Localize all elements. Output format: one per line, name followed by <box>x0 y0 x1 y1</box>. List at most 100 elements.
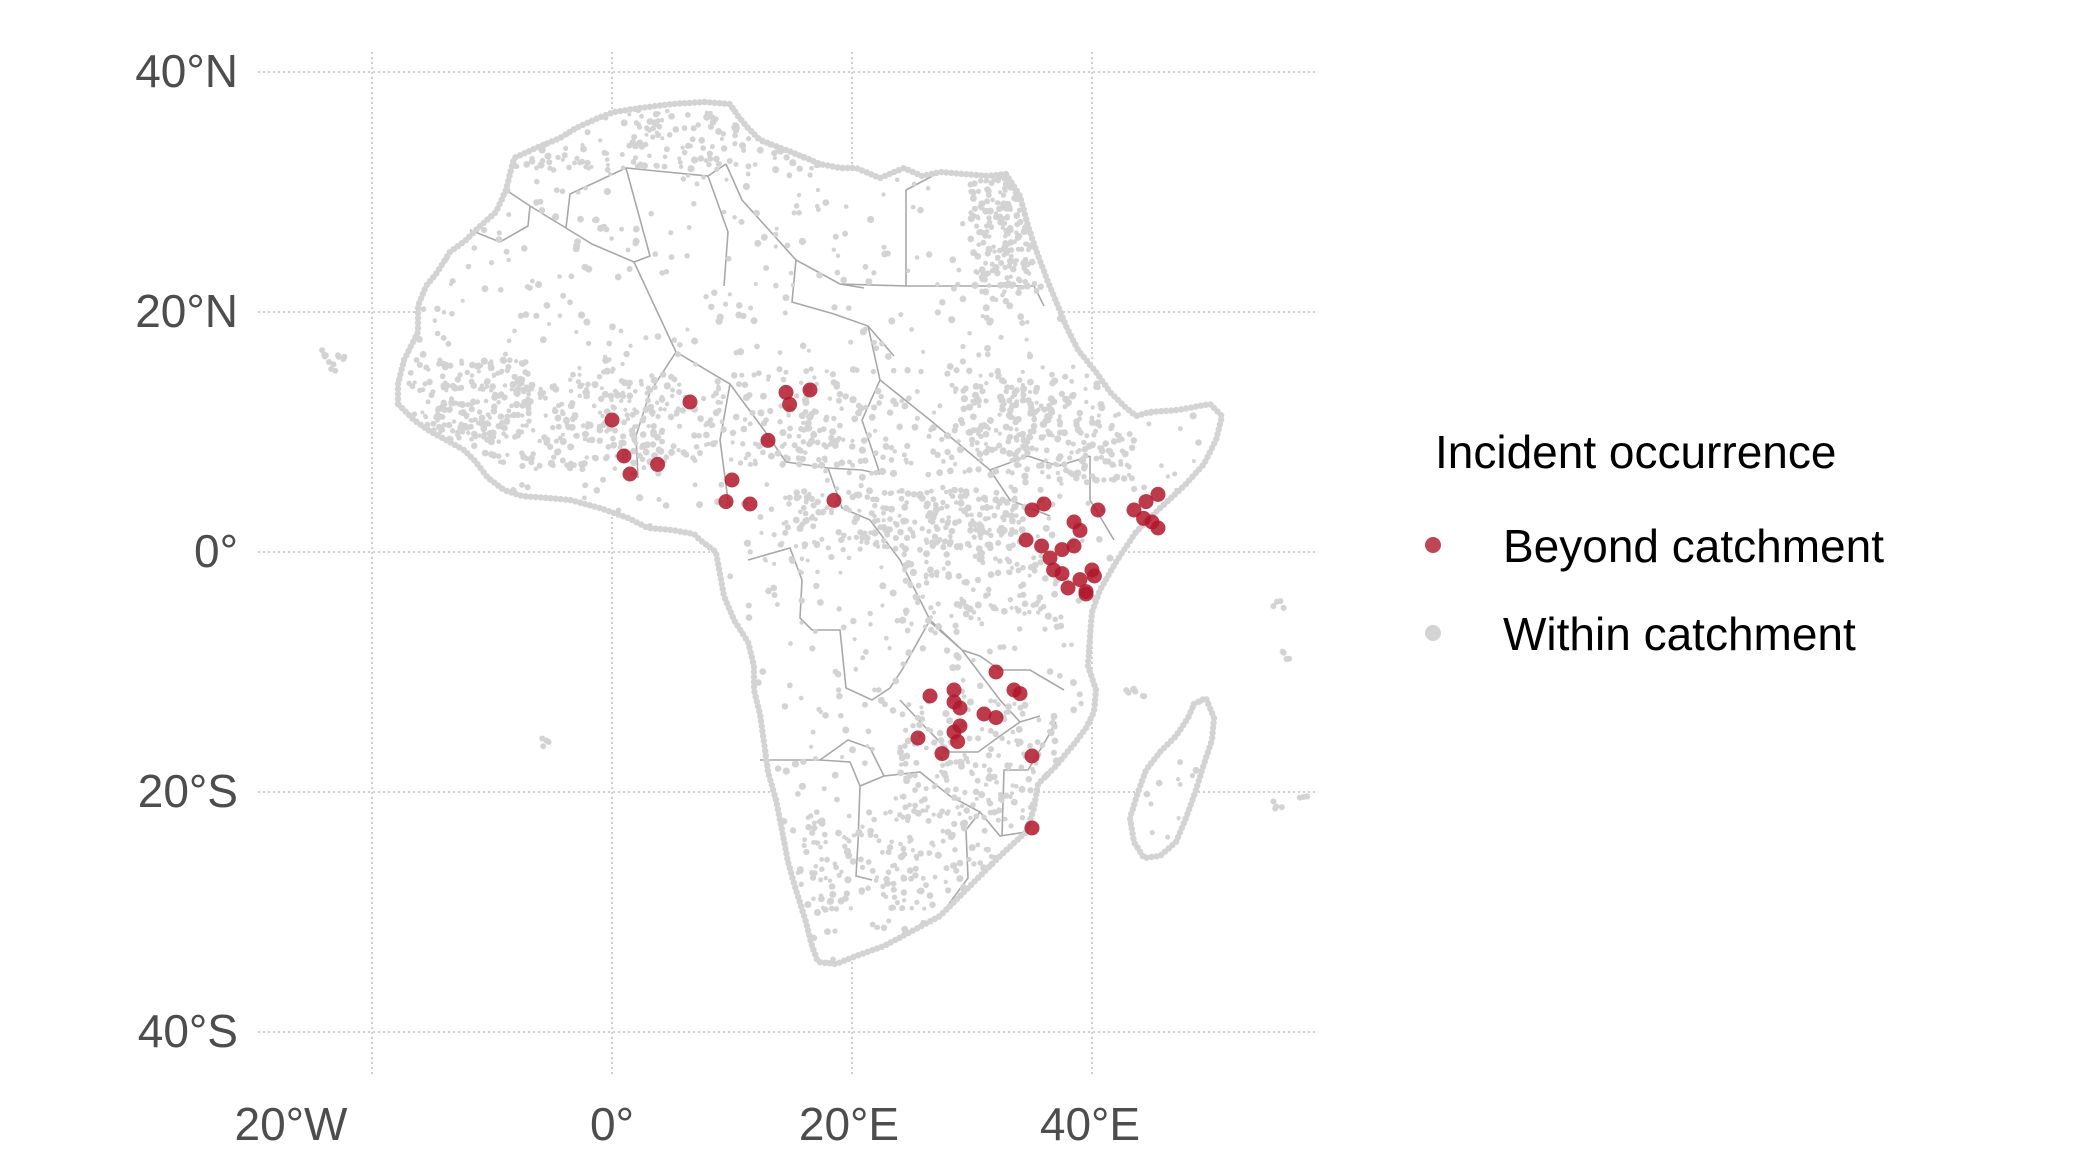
within-catchment-point <box>628 343 633 348</box>
within-catchment-point <box>537 438 542 444</box>
within-catchment-point <box>799 556 805 562</box>
beyond-catchment-point <box>934 746 950 762</box>
within-catchment-point <box>1101 477 1107 483</box>
within-catchment-point <box>740 441 746 447</box>
within-catchment-point <box>1075 597 1083 604</box>
within-catchment-point <box>1002 792 1010 799</box>
within-catchment-point <box>1006 397 1013 404</box>
within-catchment-point <box>988 775 994 781</box>
within-catchment-point <box>777 419 783 425</box>
within-catchment-point <box>966 403 974 411</box>
within-catchment-point <box>975 842 981 848</box>
within-catchment-point <box>917 206 924 214</box>
within-catchment-point <box>978 200 986 208</box>
within-catchment-point <box>1019 710 1026 717</box>
within-catchment-point <box>858 446 867 454</box>
within-catchment-point <box>868 622 873 627</box>
within-catchment-point <box>979 527 986 533</box>
within-catchment-point <box>743 539 752 547</box>
within-catchment-point <box>899 398 904 404</box>
within-catchment-point <box>1097 401 1105 408</box>
within-catchment-point <box>1051 737 1059 745</box>
within-catchment-point <box>867 610 873 617</box>
within-catchment-point <box>482 426 488 432</box>
within-catchment-point <box>914 599 921 606</box>
within-catchment-point <box>952 622 959 629</box>
within-catchment-point <box>1022 438 1027 443</box>
within-catchment-point <box>970 399 976 404</box>
within-catchment-point <box>658 396 666 403</box>
within-catchment-point <box>477 386 483 392</box>
within-catchment-point <box>886 409 894 416</box>
within-catchment-point <box>676 100 683 107</box>
within-catchment-point <box>1013 212 1021 220</box>
within-catchment-point <box>577 365 582 371</box>
within-catchment-point <box>612 108 619 116</box>
beyond-catchment-point <box>1024 502 1040 518</box>
within-catchment-point <box>576 190 581 195</box>
within-catchment-point <box>1274 598 1280 605</box>
within-catchment-point <box>771 791 778 798</box>
within-catchment-point <box>451 419 457 424</box>
within-catchment-point <box>693 362 698 367</box>
within-catchment-point <box>1011 496 1018 504</box>
within-catchment-point <box>924 540 930 546</box>
within-catchment-point <box>716 100 723 107</box>
within-catchment-point <box>888 457 895 463</box>
within-catchment-point <box>798 881 804 887</box>
within-catchment-point <box>837 422 843 429</box>
within-catchment-point <box>808 941 815 949</box>
x-tick-label: 40°E <box>1040 1098 1140 1150</box>
within-catchment-point <box>716 384 721 390</box>
within-catchment-point <box>978 266 986 274</box>
within-catchment-point <box>884 531 891 538</box>
within-catchment-point <box>582 437 588 442</box>
within-catchment-point <box>806 413 814 421</box>
within-catchment-point <box>621 419 627 426</box>
within-catchment-point <box>932 501 939 508</box>
within-catchment-point <box>775 811 783 818</box>
within-catchment-point <box>987 800 994 807</box>
x-tick-label: 20°W <box>235 1098 349 1150</box>
within-catchment-point <box>959 803 965 809</box>
within-catchment-point <box>952 461 958 467</box>
within-catchment-point <box>789 159 797 167</box>
within-catchment-point <box>987 417 994 424</box>
within-catchment-point <box>873 469 880 476</box>
within-catchment-point <box>326 359 332 365</box>
within-catchment-point <box>971 180 978 187</box>
within-catchment-point <box>755 442 763 450</box>
within-catchment-point <box>905 649 913 657</box>
within-catchment-point <box>1000 447 1007 454</box>
within-catchment-point <box>991 177 997 183</box>
within-catchment-point <box>949 493 956 499</box>
within-catchment-point <box>1085 657 1092 665</box>
within-catchment-point <box>1014 437 1020 443</box>
within-catchment-point <box>879 849 885 855</box>
within-catchment-point <box>1055 470 1061 476</box>
within-catchment-point <box>737 460 744 466</box>
within-catchment-point <box>1023 268 1030 275</box>
within-catchment-point <box>1014 561 1020 567</box>
within-catchment-point <box>591 403 597 409</box>
within-catchment-point <box>882 443 890 450</box>
within-catchment-point <box>945 560 951 567</box>
within-catchment-point <box>935 282 940 287</box>
within-catchment-point <box>1202 401 1209 408</box>
within-catchment-point <box>808 366 814 372</box>
within-catchment-point <box>958 170 965 177</box>
within-catchment-point <box>569 400 576 407</box>
within-catchment-point <box>931 533 939 540</box>
within-catchment-point <box>497 287 504 293</box>
within-catchment-point <box>1192 766 1200 774</box>
within-catchment-point <box>767 407 774 415</box>
within-catchment-point <box>986 767 993 773</box>
within-catchment-point <box>499 420 505 426</box>
within-catchment-point <box>1020 382 1025 388</box>
within-catchment-point <box>991 512 998 519</box>
within-catchment-point <box>1010 266 1017 273</box>
within-catchment-point <box>763 757 770 764</box>
within-catchment-point <box>616 507 622 513</box>
within-catchment-point <box>997 558 1003 564</box>
within-catchment-point <box>779 830 786 838</box>
